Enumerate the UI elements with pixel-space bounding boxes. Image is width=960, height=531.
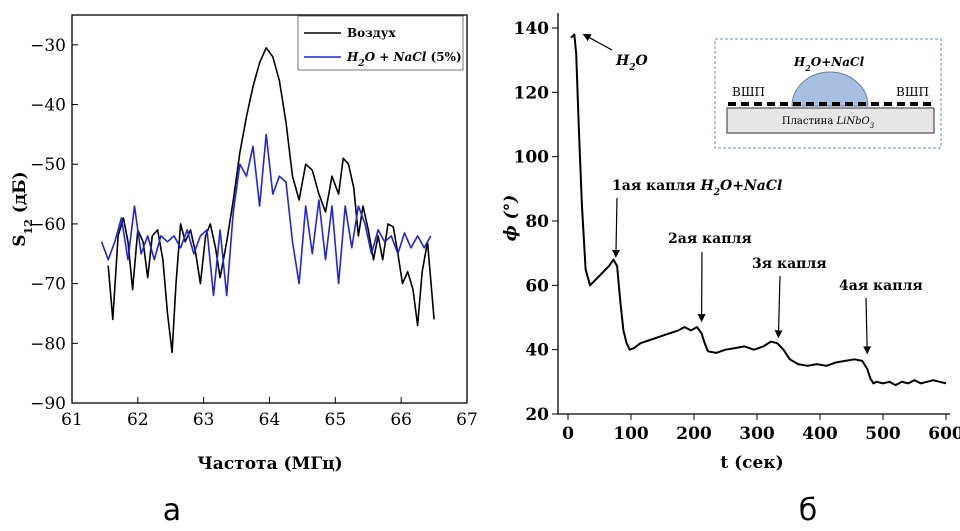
- annotation-arrow: [863, 297, 872, 355]
- x-tick-label-b: 300: [739, 424, 775, 444]
- x-tick-label-b: 500: [865, 424, 901, 444]
- inset-label-left: ВШП: [732, 85, 765, 99]
- annotation-arrow: [774, 275, 783, 339]
- x-tick-label-b: 0: [562, 424, 574, 444]
- annotations-b: H2O 1ая капля H2O+NaCl 2ая капля 3я капл…: [582, 33, 923, 355]
- x-tick-label-a: 61: [61, 410, 83, 430]
- x-tick-label-b: 100: [613, 424, 649, 444]
- inset-frame: [714, 38, 942, 149]
- inset-schematic: H2O+NaCl Пластина LiNbO3 ВШП ВШП: [714, 38, 942, 149]
- x-tick-label-a: 64: [259, 410, 281, 430]
- annotation-drop-4: 4ая капля: [839, 278, 923, 294]
- series-b: [570, 33, 947, 387]
- chart-b: 0 100 200 300 400 500 600 20 40 60 80 100 120 140 H2O…: [501, 13, 960, 528]
- y-tick-label-a: −60: [30, 215, 66, 235]
- x-tick-label-b: 200: [676, 424, 712, 444]
- y-tick-label-b: 120: [514, 83, 550, 103]
- series-a: [100, 46, 435, 354]
- annotation-drop-2: 2ая капля: [668, 231, 752, 247]
- y-tick-label-a: −70: [30, 275, 66, 295]
- y-tick-label-b: 20: [525, 405, 549, 425]
- y-tick-label-b: 140: [514, 19, 550, 39]
- annotation-h2o: H2O: [615, 53, 649, 73]
- y-tick-label-a: −80: [30, 334, 66, 354]
- x-tick-label-b: 600: [928, 424, 960, 444]
- panel-label-a: а: [163, 493, 181, 528]
- x-tick-label-a: 62: [127, 410, 149, 430]
- annotation-drop-1: 1ая капля H2O+NaCl: [612, 178, 782, 198]
- inset-label-right: ВШП: [896, 85, 929, 99]
- x-axis-label-b: t (сек): [720, 453, 783, 473]
- legend-label-air: Воздух: [347, 26, 396, 40]
- y-tick-label-b: 40: [525, 341, 549, 361]
- axes-b: 0 100 200 300 400 500 600 20 40 60 80 100 120 140: [514, 19, 960, 444]
- chart-a: 61 62 63 64 65 66 67 −90 −80 −70 −60 −50 −40 −30 Возд…: [10, 14, 478, 528]
- series-line-salt-water: [100, 133, 432, 297]
- x-tick-label-a: 65: [325, 410, 347, 430]
- y-tick-label-b: 100: [514, 148, 550, 168]
- x-tick-label-a: 63: [193, 410, 215, 430]
- legend-a: Воздух H2O + NaCl (5%): [297, 15, 464, 71]
- substrate-plate: [726, 107, 935, 134]
- panel-label-b: б: [799, 493, 818, 528]
- x-axis-label-a: Частота (МГц): [197, 454, 342, 474]
- y-tick-label-a: −90: [30, 394, 66, 414]
- y-axis-label-a: S12 (дБ): [10, 171, 35, 246]
- axes-a: 61 62 63 64 65 66 67 −90 −80 −70 −60 −50 −40 −30: [30, 36, 478, 430]
- x-tick-label-b: 400: [802, 424, 838, 444]
- y-axis-label-b: ϕ (°): [501, 195, 521, 242]
- plot-frame-a: [71, 14, 468, 404]
- legend-label-salt: H2O + NaCl (5%): [346, 50, 462, 69]
- legend-box: [297, 15, 464, 71]
- y-tick-label-a: −30: [30, 36, 66, 56]
- y-tick-label-a: −40: [30, 96, 66, 116]
- inset-title: H2O+NaCl: [793, 55, 865, 73]
- annotation-arrow: [612, 197, 621, 258]
- substrate-label: Пластина LiNbO3: [782, 116, 875, 130]
- droplet-shape: [791, 71, 869, 107]
- y-tick-label-a: −50: [30, 155, 66, 175]
- series-line-air: [107, 46, 435, 354]
- y-tick-label-b: 80: [525, 212, 549, 232]
- annotation-arrow: [582, 33, 613, 51]
- series-line-phase: [570, 33, 947, 387]
- x-tick-label-a: 67: [456, 410, 478, 430]
- x-tick-label-a: 66: [390, 410, 412, 430]
- annotation-drop-3: 3я капля: [752, 256, 827, 272]
- y-tick-label-b: 60: [525, 276, 549, 296]
